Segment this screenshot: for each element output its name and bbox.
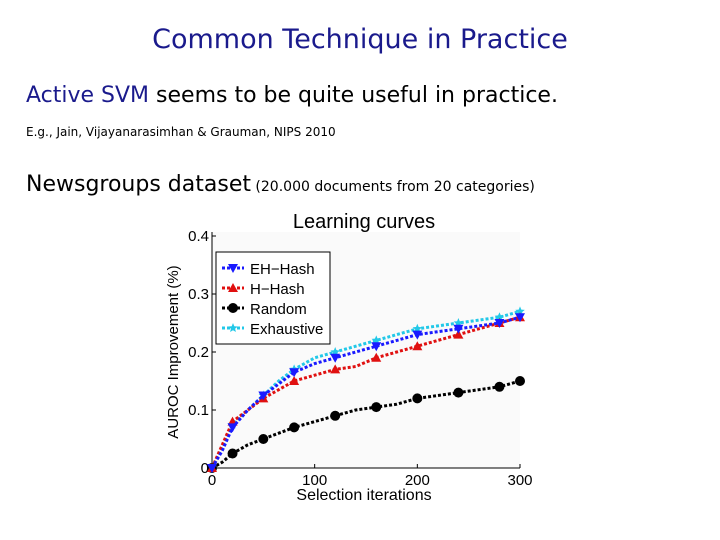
slide-title: Common Technique in Practice	[152, 24, 568, 55]
y-tick-label: 0.4	[188, 228, 209, 245]
data-point	[412, 323, 423, 333]
data-point	[289, 422, 300, 433]
data-point	[289, 368, 300, 378]
active-svm-term: Active SVM	[26, 83, 150, 108]
data-point	[515, 376, 525, 386]
legend-label: EH−Hash	[250, 261, 315, 278]
data-point	[371, 335, 381, 345]
data-point	[412, 393, 423, 404]
data-point	[453, 387, 464, 398]
legend-marker	[228, 323, 238, 332]
series-line	[210, 315, 521, 469]
data-point	[289, 376, 300, 385]
y-tick-label: 0.1	[188, 402, 209, 419]
citation: E.g., Jain, Vijayanarasimhan & Grauman, …	[26, 125, 336, 139]
data-point	[330, 347, 340, 356]
dataset-label: Newsgroups dataset	[26, 172, 251, 197]
data-point	[494, 312, 505, 322]
x-tick-label: 200	[405, 472, 430, 489]
ticks: 0 100 200 300 0 0.1 0.2 0.3 0.4	[188, 228, 532, 489]
x-tick-label: 100	[302, 472, 327, 489]
data-point	[371, 342, 382, 352]
data-point	[412, 330, 423, 340]
intro-line: Active SVM seems to be quite useful in p…	[26, 83, 558, 108]
data-point	[207, 464, 217, 473]
data-point	[494, 319, 505, 328]
data-point	[330, 410, 341, 421]
data-point	[227, 423, 238, 433]
intro-rest: seems to be quite useful in practice.	[149, 83, 558, 108]
axes	[211, 232, 520, 469]
data-point	[453, 329, 464, 339]
data-point	[412, 341, 423, 351]
data-point	[515, 313, 525, 323]
y-tick-label: 0.2	[188, 344, 209, 361]
legend-marker	[228, 264, 238, 273]
legend-label: H−Hash	[250, 281, 305, 298]
y-tick-label: 0.3	[188, 286, 209, 303]
data-point	[515, 306, 525, 316]
y-tick-label: 0	[201, 460, 209, 477]
legend-label: Exhaustive	[250, 321, 323, 338]
data-point	[453, 324, 464, 334]
data-point	[258, 391, 269, 401]
data-point	[453, 318, 464, 327]
data-point	[494, 381, 505, 392]
data-point	[258, 434, 269, 444]
chart-title: Learning curves	[293, 211, 435, 233]
data-point	[227, 448, 238, 459]
legend-marker	[228, 303, 238, 313]
x-axis-label: Selection iterations	[296, 487, 431, 504]
data-point	[330, 353, 341, 363]
legend-marker	[228, 283, 238, 292]
series-group	[207, 306, 525, 473]
data-point	[371, 402, 382, 413]
x-tick-label: 0	[208, 472, 216, 489]
data-point	[371, 352, 382, 362]
x-tick-label: 300	[507, 472, 532, 489]
series-eh-hash	[207, 313, 525, 473]
y-axis-label: AUROC Improvement (%)	[165, 265, 182, 438]
data-point	[330, 364, 341, 374]
legend-label: Random	[250, 301, 307, 318]
dataset-detail: (20.000 documents from 20 categories)	[250, 179, 535, 195]
series-line	[211, 379, 521, 470]
legend: EH−Hash H−Hash Random Exhaustive	[215, 251, 331, 345]
dataset-line: Newsgroups dataset (20.000 documents fro…	[26, 172, 535, 197]
